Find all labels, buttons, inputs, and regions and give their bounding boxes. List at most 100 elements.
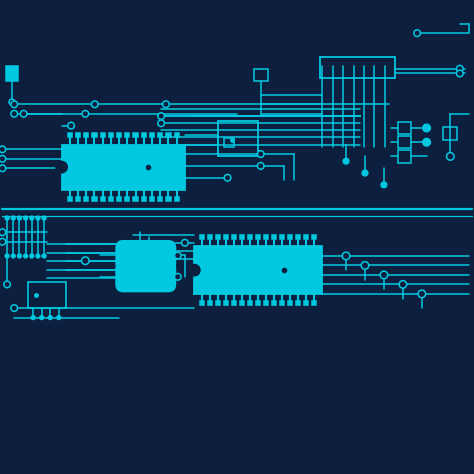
Bar bbox=[76, 197, 80, 201]
Circle shape bbox=[423, 138, 430, 146]
Bar bbox=[224, 235, 228, 239]
Circle shape bbox=[40, 316, 44, 319]
Circle shape bbox=[4, 281, 10, 288]
Circle shape bbox=[36, 216, 40, 220]
Circle shape bbox=[30, 216, 34, 220]
Bar bbox=[288, 301, 292, 306]
Circle shape bbox=[18, 216, 21, 220]
Circle shape bbox=[456, 65, 463, 72]
Bar bbox=[232, 301, 237, 306]
Bar bbox=[443, 127, 457, 140]
Circle shape bbox=[0, 165, 6, 172]
Bar bbox=[312, 235, 317, 239]
Circle shape bbox=[36, 254, 40, 258]
Bar bbox=[272, 235, 276, 239]
Bar bbox=[264, 235, 268, 239]
Bar bbox=[224, 138, 234, 147]
Bar bbox=[68, 133, 72, 137]
Circle shape bbox=[18, 254, 21, 258]
FancyBboxPatch shape bbox=[116, 241, 175, 270]
Bar bbox=[68, 197, 72, 201]
Circle shape bbox=[56, 161, 67, 173]
Circle shape bbox=[0, 155, 6, 162]
Bar bbox=[218, 121, 258, 156]
Circle shape bbox=[174, 252, 181, 259]
Bar bbox=[109, 133, 113, 137]
Bar bbox=[134, 197, 138, 201]
Bar bbox=[92, 133, 97, 137]
Circle shape bbox=[0, 238, 6, 245]
Circle shape bbox=[257, 151, 264, 157]
Bar bbox=[117, 133, 121, 137]
Bar bbox=[280, 301, 284, 306]
Circle shape bbox=[42, 216, 46, 220]
Bar bbox=[256, 235, 261, 239]
Bar bbox=[174, 197, 179, 201]
Bar bbox=[200, 235, 204, 239]
Circle shape bbox=[158, 120, 164, 127]
Circle shape bbox=[24, 254, 27, 258]
Bar bbox=[232, 235, 237, 239]
Circle shape bbox=[257, 163, 264, 169]
Circle shape bbox=[30, 254, 34, 258]
Bar bbox=[62, 145, 185, 190]
Circle shape bbox=[456, 70, 463, 77]
Circle shape bbox=[57, 316, 61, 319]
Bar bbox=[92, 197, 97, 201]
Circle shape bbox=[68, 122, 74, 129]
Circle shape bbox=[11, 101, 18, 108]
Bar bbox=[248, 301, 253, 306]
Bar bbox=[216, 301, 220, 306]
Circle shape bbox=[42, 254, 46, 258]
Bar bbox=[166, 133, 171, 137]
Bar bbox=[200, 301, 204, 306]
Circle shape bbox=[163, 101, 169, 108]
Bar bbox=[109, 197, 113, 201]
Circle shape bbox=[361, 262, 369, 269]
Circle shape bbox=[24, 216, 27, 220]
Circle shape bbox=[9, 99, 15, 105]
Circle shape bbox=[362, 170, 368, 176]
Circle shape bbox=[174, 273, 181, 280]
Circle shape bbox=[182, 239, 188, 246]
Bar bbox=[100, 197, 105, 201]
Circle shape bbox=[11, 305, 18, 311]
Circle shape bbox=[11, 110, 18, 117]
Bar bbox=[320, 57, 395, 78]
FancyBboxPatch shape bbox=[116, 262, 175, 292]
Bar bbox=[312, 301, 317, 306]
Bar bbox=[158, 133, 162, 137]
Bar bbox=[84, 197, 89, 201]
Circle shape bbox=[5, 216, 9, 220]
Circle shape bbox=[418, 290, 426, 298]
Circle shape bbox=[0, 146, 6, 153]
Bar bbox=[304, 301, 309, 306]
Bar bbox=[240, 301, 245, 306]
Bar bbox=[125, 133, 129, 137]
Bar bbox=[194, 246, 322, 294]
Bar bbox=[288, 235, 292, 239]
Circle shape bbox=[11, 216, 15, 220]
Bar bbox=[150, 133, 154, 137]
Bar bbox=[256, 301, 261, 306]
Circle shape bbox=[130, 250, 135, 255]
Bar bbox=[208, 301, 212, 306]
Bar bbox=[84, 133, 89, 137]
Bar bbox=[264, 301, 268, 306]
Bar bbox=[398, 136, 411, 148]
Circle shape bbox=[414, 30, 420, 36]
Bar bbox=[216, 235, 220, 239]
Bar bbox=[224, 301, 228, 306]
Bar bbox=[125, 197, 129, 201]
Bar bbox=[6, 66, 18, 81]
Bar bbox=[398, 122, 411, 134]
Circle shape bbox=[11, 254, 15, 258]
Bar bbox=[166, 197, 171, 201]
Bar bbox=[174, 133, 179, 137]
Circle shape bbox=[158, 113, 164, 119]
Circle shape bbox=[399, 281, 407, 288]
Bar bbox=[117, 197, 121, 201]
Bar bbox=[240, 235, 245, 239]
Bar bbox=[134, 133, 138, 137]
Circle shape bbox=[130, 259, 135, 264]
